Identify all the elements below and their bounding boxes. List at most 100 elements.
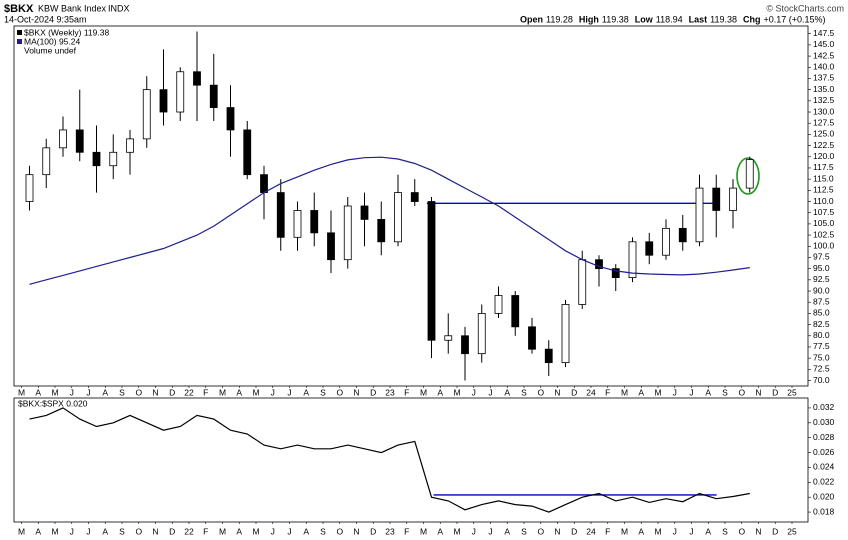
x-tick-label: M <box>420 387 427 397</box>
candle-body <box>193 71 201 86</box>
quote-value: +0.17 (+0.15%) <box>763 14 825 24</box>
x-tick-label: N <box>554 526 560 536</box>
candle-body <box>126 138 134 153</box>
candle-body <box>360 205 369 220</box>
x-tick-label: O <box>336 387 343 397</box>
x-tick-label: S <box>722 387 728 397</box>
candle-body <box>226 107 235 131</box>
x-tick-label: M <box>654 526 661 536</box>
x-tick-label: J <box>287 387 291 397</box>
x-tick-label: A <box>236 387 242 397</box>
y-tick-label: 147.5 <box>813 28 835 38</box>
x-tick-label: F <box>404 526 409 536</box>
quote: Open 119.28 High 119.38 Low 118.94 Last 119.38 C… <box>520 14 826 24</box>
quote-label: High <box>579 14 599 24</box>
y-tick-label: 120.0 <box>813 151 835 161</box>
candle-body <box>75 129 84 153</box>
x-tick-label: D <box>370 387 376 397</box>
volume-note: Volume undef <box>24 45 77 55</box>
x-tick-label: D <box>571 526 577 536</box>
y-tick-label: 75.0 <box>813 352 830 362</box>
x-tick-label: M <box>18 387 25 397</box>
x-tick-label: 23 <box>385 387 395 397</box>
candle-body <box>544 348 553 364</box>
ratio-line <box>29 407 750 513</box>
x-tick-label: F <box>203 526 208 536</box>
candle-body <box>276 192 285 238</box>
candle-body <box>310 210 319 234</box>
copyright: © StockCharts.com <box>766 3 844 13</box>
candle-body <box>159 89 168 113</box>
candle-body <box>394 192 402 243</box>
candle-body <box>611 268 620 278</box>
x-tick-label: N <box>755 387 761 397</box>
quote-value: 119.38 <box>602 14 629 24</box>
x-tick-label: J <box>70 387 74 397</box>
x-tick-label: M <box>453 526 460 536</box>
x-tick-label: A <box>236 526 242 536</box>
highlight-circle <box>736 157 760 195</box>
y-tick-label: 0.030 <box>813 417 835 427</box>
index-name: KBW Bank Index <box>38 3 107 13</box>
candle-body <box>59 129 67 149</box>
quote-label: Low <box>635 14 654 24</box>
legend-swatch <box>17 39 22 44</box>
y-tick-label: 0.018 <box>813 506 835 516</box>
x-tick-label: J <box>673 387 677 397</box>
x-tick-label: A <box>102 526 108 536</box>
price-panel <box>13 25 809 387</box>
x-tick-label: J <box>488 526 492 536</box>
x-tick-label: O <box>537 526 544 536</box>
y-tick-label: 115.0 <box>813 173 834 183</box>
quote-label: Last <box>689 14 708 24</box>
candle-body <box>695 187 704 243</box>
y-tick-label: 105.0 <box>813 218 835 228</box>
x-tick-label: M <box>18 526 25 536</box>
x-tick-label: A <box>35 526 41 536</box>
candle-body <box>25 174 34 202</box>
y-tick-label: 0.032 <box>813 402 835 412</box>
y-tick-label: 95.0 <box>813 263 830 273</box>
y-tick-label: 132.5 <box>813 95 835 105</box>
x-tick-label: J <box>86 526 90 536</box>
candle-body <box>662 227 670 256</box>
x-tick-label: O <box>738 387 745 397</box>
y-tick-label: 107.5 <box>813 207 835 217</box>
legend-swatch <box>17 30 22 35</box>
x-tick-label: M <box>252 387 259 397</box>
x-tick-label: D <box>169 526 175 536</box>
candle-body <box>678 227 687 243</box>
x-tick-label: S <box>320 526 326 536</box>
x-tick-label: A <box>437 387 443 397</box>
candle-body <box>427 201 436 341</box>
y-tick-label: 125.0 <box>813 129 835 139</box>
candle-body <box>209 84 218 108</box>
candle-body <box>377 219 386 243</box>
x-tick-label: M <box>420 526 427 536</box>
y-tick-label: 127.5 <box>813 117 835 127</box>
y-tick-label: 90.0 <box>813 285 830 295</box>
x-tick-label: J <box>689 387 693 397</box>
y-tick-label: 80.0 <box>813 330 830 340</box>
legend-label: $BKX:$SPX 0.020 <box>18 398 88 408</box>
symbol: $BKX <box>4 3 34 15</box>
candle-body <box>595 259 603 270</box>
y-tick-label: 77.5 <box>813 341 830 351</box>
candle-body <box>293 210 302 238</box>
candle-body <box>511 295 520 328</box>
x-tick-label: J <box>271 526 275 536</box>
y-tick-label: 82.5 <box>813 319 830 329</box>
ratio-panel <box>13 397 809 523</box>
x-tick-label: 24 <box>586 387 596 397</box>
candle-body <box>729 187 737 211</box>
y-tick-label: 110.0 <box>813 196 834 206</box>
x-tick-label: S <box>521 526 527 536</box>
quote-value: 118.94 <box>656 14 683 24</box>
x-tick-label: M <box>51 526 58 536</box>
y-tick-label: 137.5 <box>813 73 835 83</box>
y-tick-label: 0.028 <box>813 432 835 442</box>
x-tick-label: O <box>537 387 544 397</box>
x-tick-label: N <box>554 387 560 397</box>
quote-label: Open <box>520 14 543 24</box>
candle-body <box>42 147 51 176</box>
